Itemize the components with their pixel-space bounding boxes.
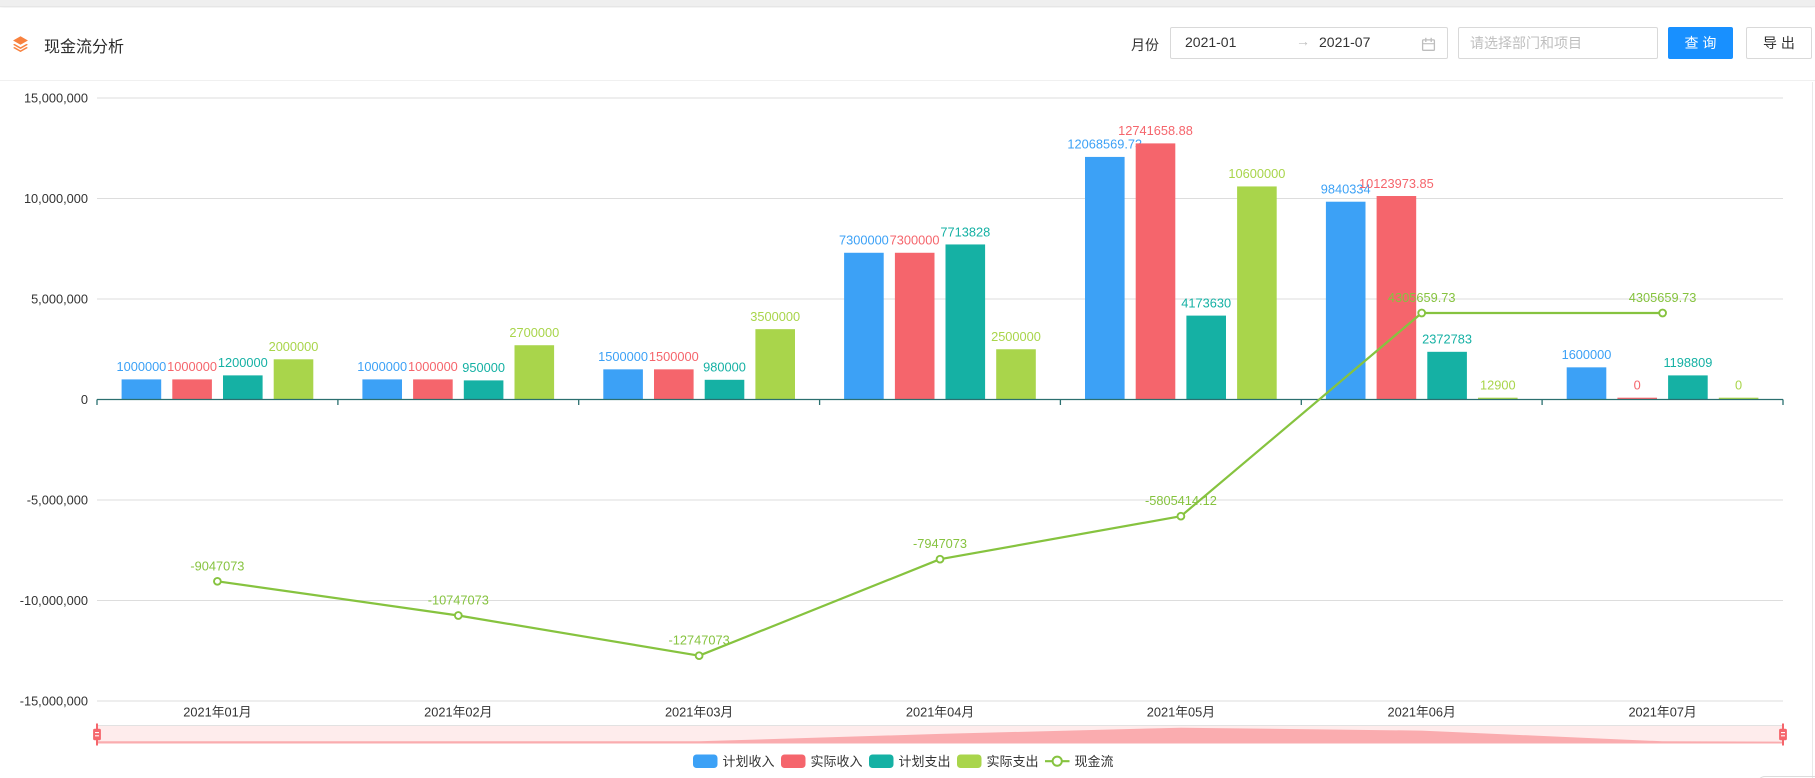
- svg-text:1000000: 1000000: [167, 359, 217, 374]
- svg-text:-9047073: -9047073: [190, 558, 244, 573]
- svg-text:2021年03月: 2021年03月: [665, 705, 733, 720]
- svg-text:2700000: 2700000: [509, 325, 559, 340]
- svg-text:2021年07月: 2021年07月: [1628, 705, 1696, 720]
- svg-text:实际支出: 实际支出: [987, 754, 1039, 769]
- svg-text:10123973.85: 10123973.85: [1359, 176, 1434, 191]
- svg-text:1600000: 1600000: [1562, 347, 1612, 362]
- svg-text:1500000: 1500000: [598, 349, 648, 364]
- svg-text:-5805414.12: -5805414.12: [1145, 493, 1217, 508]
- svg-text:2021年05月: 2021年05月: [1147, 705, 1215, 720]
- svg-text:1500000: 1500000: [649, 349, 699, 364]
- svg-text:-10,000,000: -10,000,000: [20, 593, 88, 608]
- svg-text:7300000: 7300000: [890, 233, 940, 248]
- svg-text:2021年06月: 2021年06月: [1388, 705, 1456, 720]
- svg-text:-12747073: -12747073: [668, 633, 729, 648]
- svg-text:-7947073: -7947073: [913, 536, 967, 551]
- svg-text:4173630: 4173630: [1181, 295, 1231, 310]
- svg-text:10,000,000: 10,000,000: [24, 191, 88, 206]
- svg-text:4305659.73: 4305659.73: [1388, 290, 1456, 305]
- svg-text:-10747073: -10747073: [428, 593, 489, 608]
- svg-text:10600000: 10600000: [1228, 166, 1285, 181]
- svg-text:1198809: 1198809: [1663, 355, 1712, 370]
- svg-text:2021年02月: 2021年02月: [424, 705, 492, 720]
- svg-text:0: 0: [1735, 378, 1742, 393]
- svg-text:-15,000,000: -15,000,000: [20, 693, 88, 708]
- svg-text:12741658.88: 12741658.88: [1118, 123, 1193, 138]
- svg-text:0: 0: [1634, 378, 1641, 393]
- svg-text:1200000: 1200000: [218, 355, 268, 370]
- svg-text:5,000,000: 5,000,000: [31, 291, 88, 306]
- svg-text:1000000: 1000000: [357, 359, 407, 374]
- svg-text:2021年01月: 2021年01月: [183, 705, 251, 720]
- svg-text:1000000: 1000000: [408, 359, 458, 374]
- svg-text:950000: 950000: [462, 360, 505, 375]
- svg-text:9840334: 9840334: [1321, 182, 1371, 197]
- svg-text:2021年04月: 2021年04月: [906, 705, 974, 720]
- svg-text:2372783: 2372783: [1422, 332, 1472, 347]
- svg-text:12900: 12900: [1480, 378, 1516, 393]
- svg-text:2500000: 2500000: [991, 329, 1041, 344]
- svg-text:15,000,000: 15,000,000: [24, 90, 88, 105]
- svg-text:980000: 980000: [703, 360, 746, 375]
- svg-text:12068569.73: 12068569.73: [1067, 137, 1142, 152]
- svg-text:7300000: 7300000: [839, 233, 889, 248]
- svg-text:2000000: 2000000: [269, 339, 319, 354]
- svg-text:1000000: 1000000: [116, 359, 166, 374]
- svg-text:4305659.73: 4305659.73: [1629, 290, 1697, 305]
- svg-text:现金流: 现金流: [1075, 754, 1114, 769]
- svg-text:计划支出: 计划支出: [899, 754, 951, 769]
- svg-text:7713828: 7713828: [940, 224, 990, 239]
- svg-text:3500000: 3500000: [750, 309, 800, 324]
- svg-text:计划收入: 计划收入: [723, 754, 775, 769]
- svg-text:0: 0: [81, 392, 88, 407]
- svg-text:-5,000,000: -5,000,000: [27, 492, 88, 507]
- svg-text:实际收入: 实际收入: [811, 754, 863, 769]
